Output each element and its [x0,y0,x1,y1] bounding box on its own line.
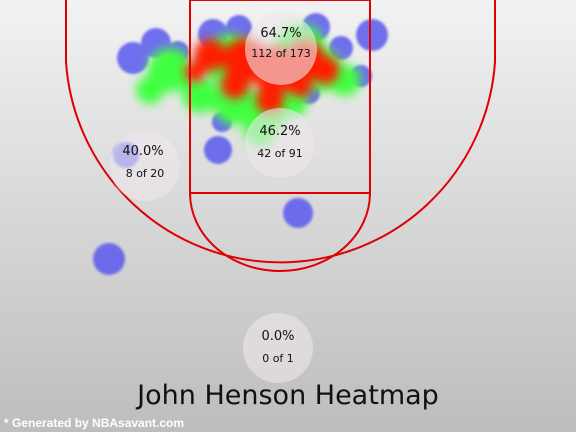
heat-blob-hot [221,71,249,99]
zone-count-label: 8 of 20 [126,167,165,180]
zone-circle [245,108,315,178]
three-point-line [65,0,496,264]
zone-pct-label: 46.2% [259,124,300,139]
heat-blob-cold [283,198,313,228]
zone-markers: 64.7% 112 of 173 46.2% 42 of 91 40.0% 8 … [110,13,317,383]
zone-circle [245,13,317,85]
heat-blob-cold [93,243,125,275]
credit-text: * Generated by NBAsavant.com [4,416,185,430]
heat-blob-warm [182,77,218,113]
zone-circle [243,313,313,383]
heat-blob-hot [194,39,226,71]
zone-restricted-area: 64.7% 112 of 173 [245,13,317,85]
court-lines [65,0,496,272]
heat-blob-warm [136,76,164,104]
zone-left-mid-range: 40.0% 8 of 20 [110,131,180,201]
paint-lane [189,0,371,194]
heat-blob-hot [185,62,205,82]
chart-title: John Henson Heatmap [137,380,439,411]
zone-count-label: 112 of 173 [251,47,311,60]
zone-backcourt: 0.0% 0 of 1 [243,313,313,383]
zone-circle [110,131,180,201]
free-throw-circle [189,192,371,272]
zone-count-label: 0 of 1 [262,352,294,365]
heat-blob-hot [311,56,339,84]
heat-blob-cold [356,19,388,51]
zone-pct-label: 40.0% [122,144,163,159]
heat-blob-hot [256,86,284,114]
heat-blob-cold [117,42,149,74]
zone-paint-non-ra: 46.2% 42 of 91 [245,108,315,178]
zone-pct-label: 64.7% [260,26,301,41]
zone-pct-label: 0.0% [261,329,294,344]
heat-blob-cold [204,136,232,164]
zone-count-label: 42 of 91 [257,147,303,160]
